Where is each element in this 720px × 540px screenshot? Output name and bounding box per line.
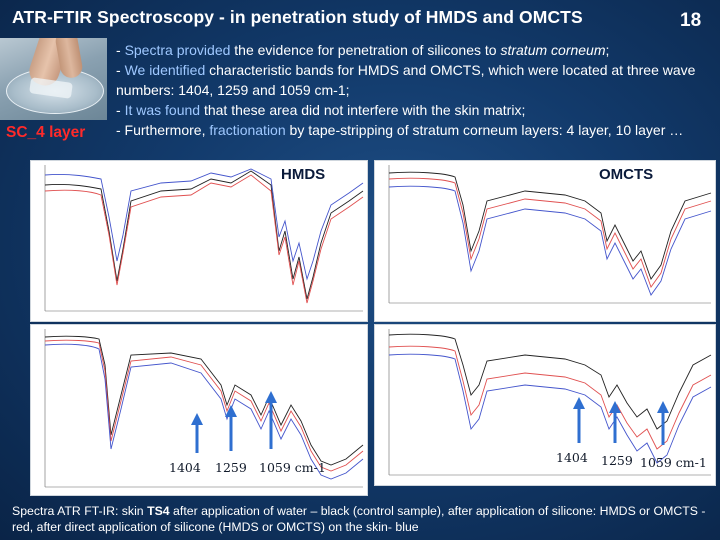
slide-title: ATR-FTIR Spectroscopy - in penetration s… <box>12 7 583 27</box>
photo-label: SC_4 layer <box>6 124 86 141</box>
slide-number: 18 <box>680 10 702 31</box>
band-label-1404-right: 1404 <box>556 450 588 465</box>
band-label-1404-left: 1404 <box>169 460 201 475</box>
tape-stripping-photo <box>0 38 107 120</box>
band-label-1259-right: 1259 <box>601 453 633 468</box>
bullet-2: - We identified characteristic bands for… <box>116 62 696 98</box>
spectrum-hmds-top: HMDS <box>30 160 368 322</box>
bullet-list: - Spectra provided the evidence for pene… <box>116 40 716 140</box>
spectrum-hmds-bottom: 1404 1259 1059 cm-1 <box>30 324 368 496</box>
band-label-1059-right: 1059 cm-1 <box>640 455 707 470</box>
hmds-label: HMDS <box>281 166 326 183</box>
omcts-label: OMCTS <box>599 166 654 183</box>
bullet-1: - Spectra provided the evidence for pene… <box>116 42 610 58</box>
band-label-1059-left: 1059 cm-1 <box>259 460 326 475</box>
spectrum-omcts-top: OMCTS <box>374 160 716 322</box>
spectrum-omcts-bottom <box>374 324 716 486</box>
figure-caption: Spectra ATR FT-IR: skin TS4 after applic… <box>12 504 706 534</box>
bullet-4: - Furthermore, fractionation by tape-str… <box>116 122 684 138</box>
band-label-1259-left: 1259 <box>215 460 247 475</box>
bullet-3: - It was found that these area did not i… <box>116 102 526 118</box>
